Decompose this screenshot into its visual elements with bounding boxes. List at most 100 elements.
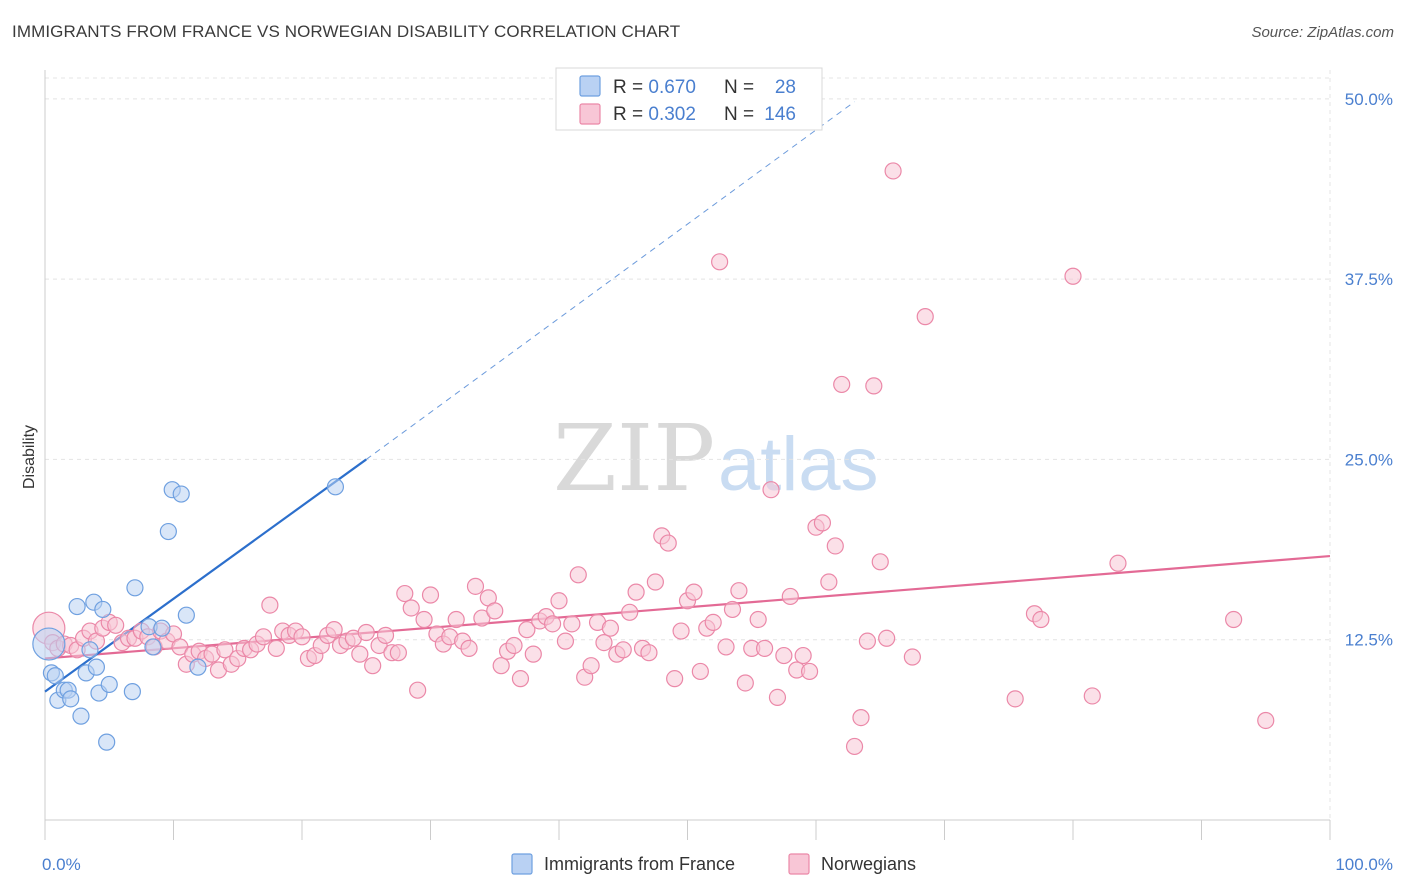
point-pink-55 [389,644,407,662]
series-legend-swatch-blue [511,853,533,875]
axes [44,70,1331,840]
svg-text:R = 0.302: R = 0.302 [613,104,696,125]
point-pink-115 [775,646,793,665]
point-pink-108 [730,582,748,600]
y-tick-labels: 12.5% 25.0% 37.5% 50.0% [1345,90,1393,650]
point-pink-131 [884,162,902,180]
y-axis-title: Disability [21,425,38,489]
point-pink-122 [820,573,838,591]
point-pink-67 [466,577,485,595]
legend-n-label-pink: N = [724,104,754,125]
point-pink-125 [845,737,864,756]
point-pink-123 [826,537,844,555]
point-pink-28 [216,641,234,659]
point-pink-94 [640,644,658,662]
watermark: ZIP atlas [553,405,879,512]
legend-n-value-blue: 28 [775,77,796,98]
point-pink-113 [762,481,780,499]
point-pink-50 [357,623,375,642]
point-blue-27 [326,478,345,496]
point-pink-111 [749,610,767,629]
watermark-atlas: atlas [718,422,879,507]
point-pink-87 [595,633,613,652]
point-pink-85 [582,657,600,675]
point-pink-59 [415,610,433,629]
legend-n-label-blue: N = [724,77,754,98]
chart-title: IMMIGRANTS FROM FRANCE VS NORWEGIAN DISA… [12,22,681,41]
point-blue-14 [94,600,112,619]
point-pink-74 [511,670,530,688]
trend-line-blue [44,458,367,693]
point-pink-99 [672,622,690,640]
point-pink-105 [711,253,729,271]
trend-line-blue-extension [365,101,855,460]
point-pink-116 [781,587,799,606]
point-blue-10 [81,641,99,659]
point-pink-71 [492,657,510,675]
point-pink-107 [723,600,742,619]
point-blue-22 [159,522,177,541]
point-pink-51 [364,657,382,675]
legend-swatch-pink [579,103,601,125]
point-pink-73 [505,636,523,655]
point-blue-24 [172,485,190,503]
point-pink-128 [865,377,883,395]
point-pink-102 [691,662,709,681]
point-pink-82 [563,615,581,633]
point-pink-104 [704,613,722,632]
point-pink-139 [1109,554,1127,572]
point-blue-12 [87,658,106,676]
series-legend-label-pink: Norwegians [821,854,916,874]
point-pink-36 [267,639,285,657]
point-pink-95 [646,573,664,591]
point-blue-25 [177,606,195,624]
point-blue-15 [98,733,116,751]
point-pink-40 [293,628,311,646]
x-tick-label-0: 0.0% [42,855,81,874]
point-pink-106 [717,638,735,656]
point-pink-133 [916,308,934,326]
stats-legend: R = 0.670 N = 28 R = 0.302 N = 146 [555,67,823,131]
series-legend: Immigrants from France Norwegians [511,853,916,875]
point-pink-21 [171,638,189,656]
point-pink-92 [627,583,645,601]
point-pink-79 [543,615,562,633]
point-pink-64 [447,610,465,629]
y-tick-label-2: 37.5% [1345,270,1393,289]
point-pink-53 [376,626,395,644]
point-blue-7 [68,597,86,616]
point-pink-114 [768,688,787,707]
point-pink-129 [871,553,889,571]
x-tick-labels: 0.0% 100.0% [42,855,1393,874]
point-blue-8 [72,707,90,725]
point-pink-101 [685,583,703,601]
point-pink-98 [666,670,684,688]
point-pink-70 [486,602,504,620]
y-tick-label-3: 50.0% [1345,90,1393,109]
point-pink-90 [614,641,632,659]
point-pink-136 [1032,610,1050,629]
point-pink-60 [421,586,440,604]
point-pink-118 [794,646,812,665]
point-pink-109 [736,674,754,692]
point-pink-121 [813,514,832,532]
point-pink-56 [396,584,414,603]
legend-r-value-pink: 0.302 [648,104,696,125]
point-pink-126 [852,708,870,727]
y-tick-label-0: 12.5% [1345,631,1393,650]
point-blue-17 [123,683,141,701]
point-pink-68 [473,609,491,627]
point-blue-16 [100,675,118,694]
point-pink-130 [878,629,896,647]
legend-n-value-pink: 146 [764,104,796,125]
point-pink-49 [351,645,369,663]
series-legend-label-blue: Immigrants from France [544,854,735,874]
point-blue-26 [189,658,207,676]
point-pink-75 [518,621,536,639]
point-pink-35 [261,596,279,614]
point-pink-97 [659,534,677,552]
point-pink-132 [903,648,921,666]
point-blue-0 [32,627,66,661]
point-pink-88 [601,619,620,637]
